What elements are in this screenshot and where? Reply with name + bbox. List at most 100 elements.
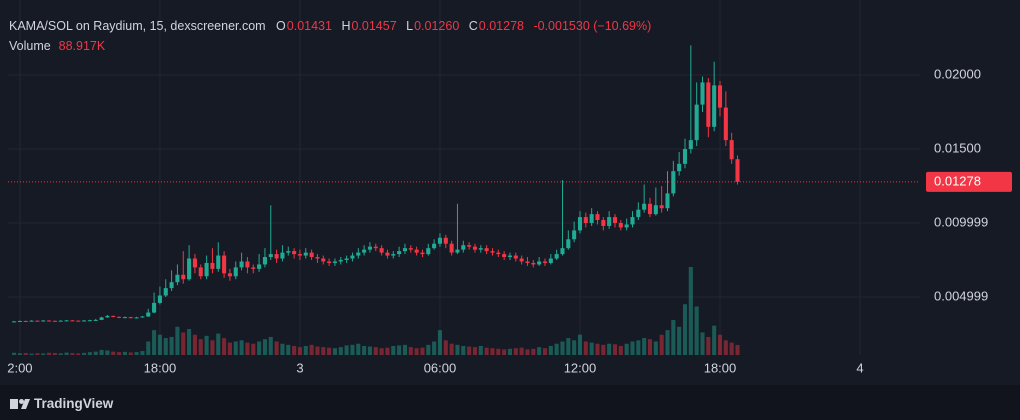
volume-bar	[642, 338, 647, 355]
volume-bar	[548, 345, 553, 355]
volume-bar	[163, 338, 168, 355]
logo-shape	[19, 399, 24, 404]
candle-body	[362, 249, 367, 253]
volume-bar	[70, 353, 75, 355]
candle-body	[618, 223, 623, 228]
volume-bar	[216, 333, 221, 355]
candle-body	[560, 248, 565, 255]
volume-bar	[566, 338, 571, 355]
volume-bar	[122, 351, 127, 355]
volume-bar	[105, 350, 110, 355]
volume-bar	[134, 352, 139, 355]
y-tick-label: 0.01500	[934, 140, 981, 155]
candle-body	[239, 261, 244, 268]
symbol: KAMA/SOL on Raydium, 15, dexscreener.com	[9, 19, 266, 33]
volume-bar	[327, 347, 332, 355]
volume-bar	[292, 345, 297, 355]
volume-bar	[239, 340, 244, 355]
candle-body	[537, 261, 542, 265]
candle-body	[397, 251, 402, 255]
volume-bar	[245, 342, 250, 355]
candle-body	[35, 320, 40, 322]
candle-body	[204, 262, 209, 277]
volume-bar	[408, 347, 413, 355]
volume-bar	[496, 348, 501, 355]
volume-bar	[12, 352, 17, 355]
candle-body	[327, 261, 332, 263]
x-tick-label: 4	[856, 360, 863, 375]
candle-body	[303, 252, 308, 256]
volume-bar	[612, 344, 618, 355]
candle-body	[513, 255, 518, 259]
candle-body	[566, 239, 571, 249]
candle-body	[484, 248, 489, 252]
volume-bar	[274, 341, 279, 355]
candle-body	[216, 255, 221, 269]
volume-bar	[595, 343, 600, 355]
candle-body	[117, 316, 122, 318]
candle-body	[315, 257, 320, 259]
candle-body	[624, 224, 629, 228]
candle-body	[414, 249, 419, 253]
candle-body	[659, 205, 664, 209]
candle-body	[612, 217, 618, 224]
volume-bar	[99, 349, 104, 355]
candle-body	[332, 261, 337, 263]
candle-body	[642, 203, 647, 210]
candle-body	[379, 248, 384, 253]
x-tick-label: 06:00	[424, 360, 457, 375]
volume-bar	[414, 348, 419, 355]
volume-bar	[677, 326, 682, 355]
candle-body	[70, 320, 75, 322]
y-tick-label: 0.004999	[934, 288, 988, 303]
volume-bar	[117, 352, 122, 355]
candle-body	[29, 320, 34, 322]
candle-body	[233, 267, 238, 277]
candle-body	[338, 259, 343, 262]
volume-bar	[373, 347, 378, 355]
volume-bar	[187, 329, 192, 355]
volume-bar	[128, 352, 133, 355]
candle-body	[17, 320, 22, 322]
candle-body	[257, 264, 262, 269]
candle-body	[82, 320, 87, 322]
volume-bar	[58, 353, 63, 355]
candle-body	[723, 107, 728, 141]
volume-bar	[140, 351, 145, 355]
candle-body	[262, 257, 267, 265]
candle-body	[47, 320, 52, 322]
volume-bar	[723, 340, 728, 355]
volume-bar	[589, 342, 594, 355]
candle-body	[455, 249, 460, 253]
candle-body	[577, 217, 583, 231]
candle-body	[525, 261, 530, 263]
x-tick-label: 2:00	[7, 360, 32, 375]
high-key: H	[341, 19, 351, 33]
candle-body	[41, 320, 46, 322]
last-price-tag	[926, 171, 1012, 192]
candle-body	[461, 245, 466, 250]
volume-bar	[717, 334, 723, 355]
candle-body	[630, 217, 635, 225]
volume-bar	[624, 343, 629, 355]
candle-body	[245, 261, 250, 268]
legend-row: KAMA/SOL on Raydium, 15, dexscreener.com…	[9, 16, 657, 36]
candle-body	[478, 248, 483, 250]
volume-bar	[76, 353, 81, 355]
candle-body	[192, 258, 197, 268]
volume-bar	[432, 341, 437, 355]
open-value: 0.01431	[286, 19, 332, 33]
volume-bar	[577, 334, 583, 355]
candle-body	[99, 317, 104, 320]
volume-bar	[64, 352, 69, 355]
tradingview-logo	[10, 399, 30, 409]
volume-bar	[210, 340, 215, 355]
volume-bar	[198, 339, 203, 355]
logo-shape	[10, 399, 18, 409]
candle-body	[356, 252, 361, 256]
volume-bar	[175, 326, 180, 355]
volume-bar	[601, 344, 606, 355]
candle-body	[268, 254, 273, 258]
volume-bar	[379, 348, 384, 355]
